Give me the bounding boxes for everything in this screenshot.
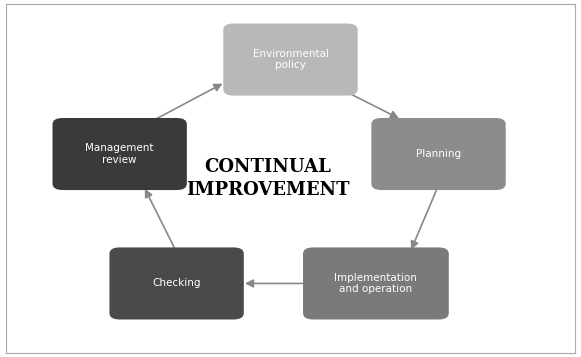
FancyBboxPatch shape	[303, 247, 449, 320]
Text: Implementation
and operation: Implementation and operation	[335, 273, 417, 294]
Text: Checking: Checking	[152, 278, 201, 288]
FancyBboxPatch shape	[371, 118, 505, 190]
Text: Planning: Planning	[416, 149, 461, 159]
FancyBboxPatch shape	[109, 247, 244, 320]
Text: Environmental
policy: Environmental policy	[253, 49, 328, 70]
Text: CONTINUAL
IMPROVEMENT: CONTINUAL IMPROVEMENT	[186, 159, 350, 198]
FancyBboxPatch shape	[223, 24, 358, 96]
FancyBboxPatch shape	[52, 118, 187, 190]
Text: Management
review: Management review	[85, 143, 154, 165]
